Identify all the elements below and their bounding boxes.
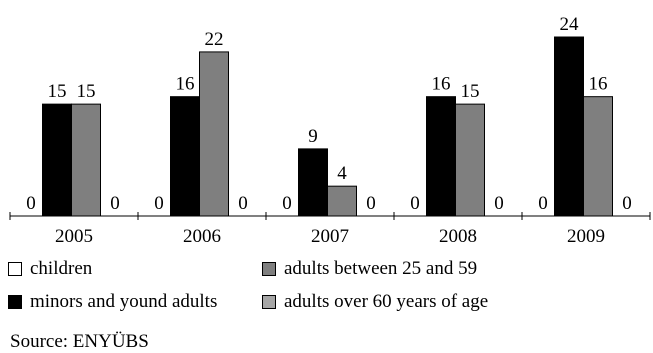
x-tick-label: 2005 (55, 226, 93, 247)
data-label: 0 (366, 193, 376, 214)
bar (298, 148, 328, 217)
x-tick-label: 2009 (567, 226, 605, 247)
source-note: Source: ENYÜBS (10, 331, 149, 352)
data-label: 0 (622, 193, 632, 214)
data-label: 0 (538, 193, 548, 214)
legend-item-adults-25-59: adults between 25 and 59 (262, 258, 477, 280)
bar (42, 103, 72, 217)
legend-label-children: children (30, 258, 93, 279)
data-label: 0 (410, 193, 420, 214)
legend-label-adults-25-59: adults between 25 and 59 (284, 258, 478, 279)
legend-swatch-adults-60 (262, 295, 276, 309)
x-tick-label: 2008 (439, 226, 477, 247)
legend-label-adults-60: adults over 60 years of age (284, 291, 489, 312)
legend-swatch-adults-25-59 (262, 262, 276, 276)
data-label: 4 (337, 163, 347, 184)
bar (327, 185, 357, 217)
x-tick-label: 2006 (183, 226, 221, 247)
data-label: 16 (176, 74, 195, 95)
bar (170, 96, 200, 217)
data-label: 22 (205, 29, 224, 50)
legend-swatch-children (8, 262, 22, 276)
data-label: 9 (308, 126, 318, 147)
legend-label-minors: minors and yound adults (30, 291, 218, 312)
bar (554, 36, 584, 217)
data-label: 0 (26, 193, 36, 214)
legend-item-minors: minors and yound adults (8, 291, 217, 313)
legend-item-adults-60: adults over 60 years of age (262, 291, 488, 313)
bar (455, 103, 485, 217)
data-label: 15 (461, 81, 480, 102)
data-label: 0 (154, 193, 164, 214)
legend-swatch-minors (8, 295, 22, 309)
data-label: 0 (494, 193, 504, 214)
bar (199, 51, 229, 217)
data-label: 0 (110, 193, 120, 214)
data-label: 16 (589, 74, 608, 95)
data-label: 16 (432, 74, 451, 95)
bar (71, 103, 101, 217)
x-tick-label: 2007 (311, 226, 349, 247)
data-label: 0 (282, 193, 292, 214)
bar (426, 96, 456, 217)
legend-item-children: children (8, 258, 92, 280)
bar (583, 96, 613, 217)
data-label: 15 (77, 81, 96, 102)
data-label: 0 (238, 193, 248, 214)
data-label: 15 (48, 81, 67, 102)
data-label: 24 (560, 14, 580, 35)
